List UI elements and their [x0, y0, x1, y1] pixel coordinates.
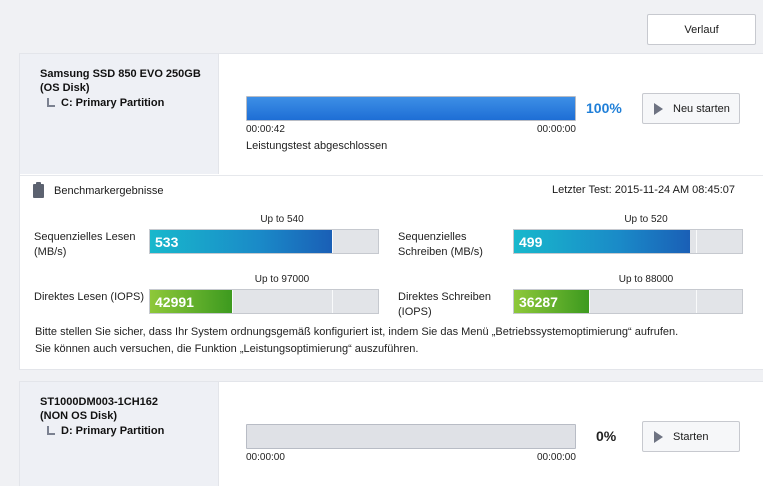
drive-name: ST1000DM003-1CH162: [40, 396, 159, 408]
history-button[interactable]: Verlauf: [647, 14, 756, 45]
benchmark-header: Benchmarkergebnisse: [33, 182, 164, 198]
benchmark-title: Benchmarkergebnisse: [54, 185, 164, 197]
divider: [20, 175, 763, 176]
metric-bar: 36287: [513, 289, 743, 314]
partition-row: D: Primary Partition: [40, 424, 218, 438]
metric-label: Direktes Lesen (IOPS): [34, 291, 145, 303]
elapsed-time: 00:00:42: [246, 124, 285, 135]
metric-bar-fill: [150, 230, 333, 253]
metric-value: 533: [155, 234, 179, 250]
restart-button[interactable]: Neu starten: [642, 93, 740, 124]
metric-random-read: Direktes Lesen (IOPS) Up to 97000 42991: [34, 274, 384, 324]
partition-label: D: Primary Partition: [61, 425, 165, 437]
partition-label: C: Primary Partition: [61, 97, 165, 109]
metric-bar-tick: [332, 290, 334, 313]
partition-row: C: Primary Partition: [40, 96, 218, 110]
drive-type: (OS Disk): [40, 82, 90, 94]
metric-max: Up to 97000: [254, 274, 310, 285]
advice-text: Bitte stellen Sie sicher, dass Ihr Syste…: [35, 324, 755, 358]
progress-bar: [246, 424, 576, 449]
progress-percent: 100%: [586, 100, 622, 116]
start-button[interactable]: Starten: [642, 421, 740, 452]
drive-info-panel: Samsung SSD 850 EVO 250GB (OS Disk) C: P…: [20, 54, 219, 174]
progress-bar: [246, 96, 576, 121]
metric-max: Up to 88000: [618, 274, 674, 285]
metric-bar-fill: [150, 290, 233, 313]
drive-card-os: Samsung SSD 850 EVO 250GB (OS Disk) C: P…: [19, 53, 763, 370]
metric-value: 36287: [519, 294, 558, 310]
metric-bar: 533: [149, 229, 379, 254]
metric-seq-write: Sequenzielles Schreiben (MB/s) Up to 520…: [398, 214, 748, 264]
metric-label: Sequenzielles Lesen (MB/s): [34, 231, 136, 258]
metric-bar-tick: [696, 290, 698, 313]
metric-random-write: Direktes Schreiben (IOPS) Up to 88000 36…: [398, 274, 748, 324]
metric-bar-tick: [589, 290, 591, 313]
last-test-timestamp: Letzter Test: 2015-11-24 AM 08:45:07: [551, 184, 735, 196]
restart-button-label: Neu starten: [673, 102, 730, 115]
metric-bar: 42991: [149, 289, 379, 314]
metric-max: Up to 520: [624, 214, 668, 225]
metric-bar-tick: [696, 230, 698, 253]
metric-seq-read: Sequenzielles Lesen (MB/s) Up to 540 533: [34, 214, 384, 264]
progress-percent: 0%: [596, 428, 617, 444]
remaining-time: 00:00:00: [537, 124, 576, 135]
metric-label: Sequenzielles Schreiben (MB/s): [398, 231, 483, 258]
progress-bar-fill: [247, 97, 575, 120]
drive-name: Samsung SSD 850 EVO 250GB: [40, 68, 201, 80]
play-icon: [654, 102, 663, 115]
play-icon: [654, 430, 663, 443]
drive-info-panel: ST1000DM003-1CH162 (NON OS Disk) D: Prim…: [20, 382, 219, 486]
remaining-time: 00:00:00: [537, 452, 576, 463]
metric-label: Direktes Schreiben (IOPS): [398, 291, 491, 318]
elapsed-time: 00:00:00: [246, 452, 285, 463]
advice-line-1: Bitte stellen Sie sicher, dass Ihr Syste…: [35, 326, 679, 338]
start-button-label: Starten: [673, 430, 709, 443]
partition-tree-icon: [46, 424, 58, 438]
metric-value: 499: [519, 234, 543, 250]
metric-value: 42991: [155, 294, 194, 310]
drive-card-data: ST1000DM003-1CH162 (NON OS Disk) D: Prim…: [19, 381, 763, 486]
metric-bar: 499: [513, 229, 743, 254]
metric-bar-fill: [514, 290, 590, 313]
clipboard-icon: [33, 182, 44, 198]
test-status: Leistungstest abgeschlossen: [246, 140, 388, 152]
metric-bar-tick: [232, 290, 234, 313]
drive-type: (NON OS Disk): [40, 410, 118, 422]
metric-max: Up to 540: [260, 214, 304, 225]
advice-line-2: Sie können auch versuchen, die Funktion …: [35, 343, 419, 355]
partition-tree-icon: [46, 96, 58, 110]
metric-bar-tick: [332, 230, 334, 253]
metric-bar-fill: [514, 230, 690, 253]
